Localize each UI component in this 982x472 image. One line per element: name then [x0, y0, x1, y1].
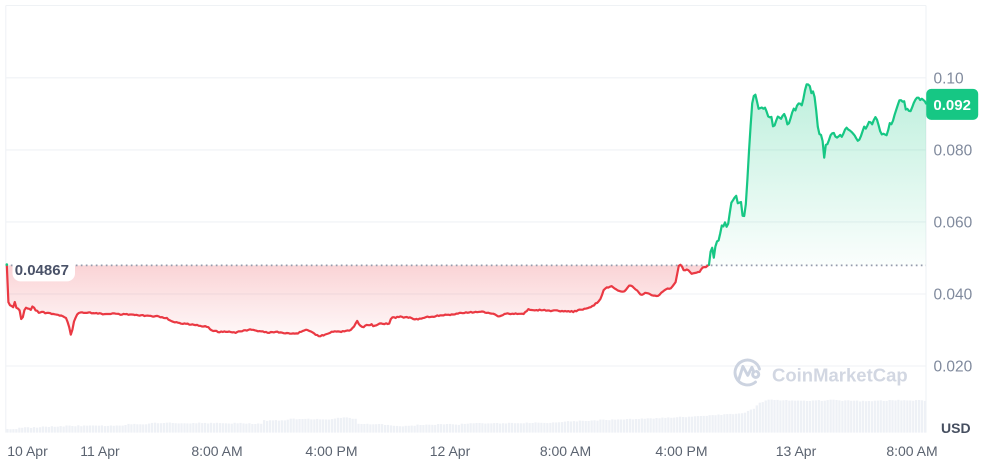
svg-text:10 Apr: 10 Apr	[7, 443, 48, 459]
svg-text:8:00 AM: 8:00 AM	[540, 443, 591, 459]
svg-text:12 Apr: 12 Apr	[430, 443, 471, 459]
svg-text:0.10: 0.10	[934, 70, 965, 87]
svg-text:0.092: 0.092	[933, 97, 971, 114]
svg-text:0.040: 0.040	[934, 287, 973, 304]
svg-text:13 Apr: 13 Apr	[776, 443, 817, 459]
svg-text:11 Apr: 11 Apr	[80, 443, 120, 459]
svg-text:8:00 AM: 8:00 AM	[191, 443, 242, 459]
svg-text:0.060: 0.060	[934, 215, 973, 232]
svg-text:0.04867: 0.04867	[15, 262, 69, 279]
svg-text:0.080: 0.080	[934, 143, 973, 160]
svg-text:8:00 AM: 8:00 AM	[886, 443, 937, 459]
svg-text:USD: USD	[941, 420, 971, 436]
svg-text:CoinMarketCap: CoinMarketCap	[772, 365, 908, 386]
svg-text:0.020: 0.020	[934, 359, 973, 376]
svg-text:4:00 PM: 4:00 PM	[655, 443, 707, 459]
svg-text:4:00 PM: 4:00 PM	[305, 443, 357, 459]
